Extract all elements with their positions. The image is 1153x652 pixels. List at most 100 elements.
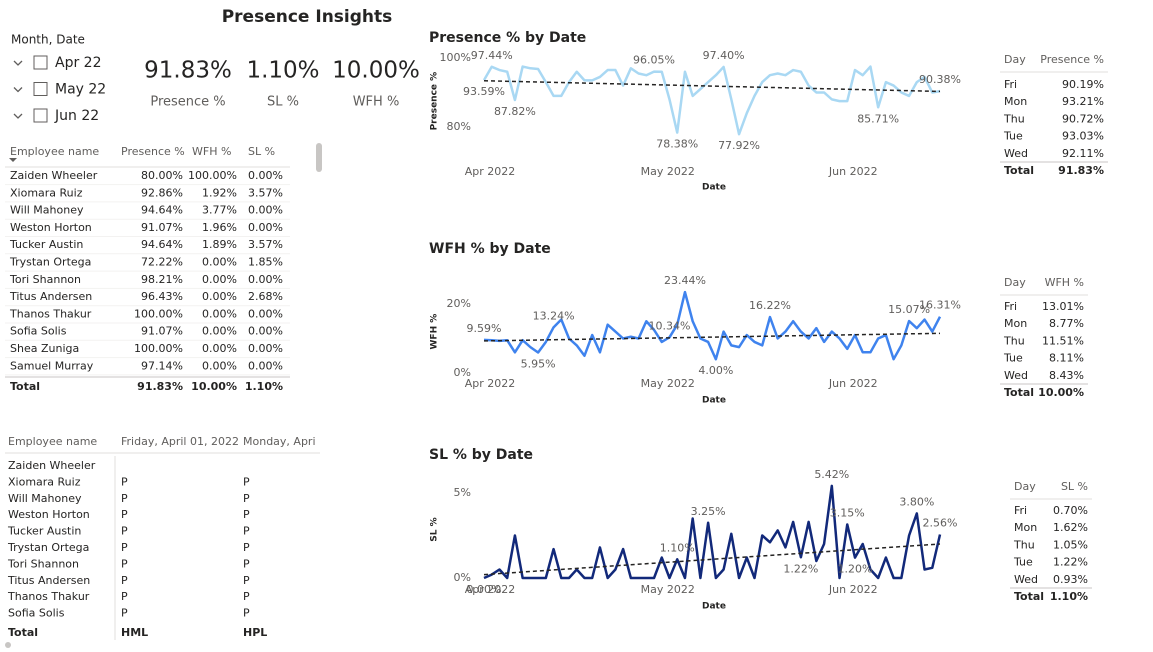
y-axis-title: Presence %	[430, 72, 440, 131]
trend-line	[483, 543, 941, 576]
table-cell: 0.00%	[248, 359, 283, 372]
checkbox[interactable]	[33, 55, 48, 70]
table-cell: 1.96%	[202, 221, 237, 234]
y-tick-label: 100%	[440, 51, 471, 64]
checkbox[interactable]	[33, 82, 48, 96]
x-tick-label: Apr 2022	[465, 377, 516, 390]
day-cell: Tue	[1003, 352, 1023, 365]
kpi-label: Presence %	[150, 95, 225, 110]
day-cell: Fri	[1014, 504, 1027, 517]
chart-title: SL % by Date	[429, 447, 533, 463]
day-cell: 8.43%	[1049, 369, 1084, 382]
table-cell: 3.57%	[248, 186, 283, 199]
data-label: 77.92%	[718, 139, 760, 152]
day-cell: 90.19%	[1062, 78, 1104, 91]
matrix-cell: Xiomara Ruiz	[8, 475, 81, 488]
table-cell: 100.00%	[134, 342, 183, 355]
x-axis-title: Date	[702, 183, 726, 193]
table-cell: 94.64%	[141, 204, 183, 217]
table-cell: 0.00%	[202, 256, 237, 269]
y-axis-title: WFH %	[430, 314, 440, 350]
table-cell: 0.00%	[248, 169, 283, 182]
kpi-label: SL %	[267, 95, 299, 110]
kpi-value: 10.00%	[332, 58, 420, 84]
kpi-value: 1.10%	[246, 58, 319, 84]
scroll-dot[interactable]	[5, 642, 11, 648]
matrix-header: Friday, April 01, 2022	[121, 435, 239, 448]
table-cell: Tori Shannon	[9, 273, 81, 286]
table-cell: 0.00%	[248, 325, 283, 338]
matrix-header: Employee name	[8, 435, 97, 448]
table-cell: 80.00%	[141, 169, 183, 182]
matrix-cell: Sofia Solis	[8, 607, 65, 620]
matrix-cell: Thanos Thakur	[7, 590, 90, 603]
data-label: 5.42%	[814, 468, 849, 481]
chevron[interactable]	[13, 87, 23, 93]
table-cell: 0.00%	[248, 221, 283, 234]
day-total: Total	[1014, 590, 1044, 603]
table-total: Total	[10, 380, 40, 393]
table-header: Presence %	[121, 145, 185, 158]
data-label: 90.38%	[919, 73, 961, 86]
matrix-total: HPL	[243, 626, 267, 639]
matrix-cell: P	[243, 492, 250, 505]
table-cell: Samuel Murray	[10, 359, 94, 372]
table-cell: 1.92%	[202, 186, 237, 199]
data-label: 2.56%	[923, 516, 958, 529]
data-label: 0.00%	[467, 583, 502, 596]
table-cell: 100.00%	[134, 307, 183, 320]
x-tick-label: Apr 2022	[465, 583, 516, 596]
day-total: Total	[1004, 386, 1034, 399]
sort-arrow	[9, 158, 17, 162]
data-label: 23.44%	[664, 274, 706, 287]
scrollbar[interactable]	[316, 143, 322, 172]
data-label: 96.05%	[633, 54, 675, 67]
table-total: 1.10%	[245, 380, 283, 393]
matrix-header: Monday, Apri	[243, 435, 316, 448]
slicer-item: Jun 22	[54, 108, 99, 124]
y-tick-label: 0%	[454, 366, 471, 379]
chevron[interactable]	[13, 60, 23, 66]
table-cell: Zaiden Wheeler	[10, 169, 98, 182]
matrix-cell: P	[243, 525, 250, 538]
table-cell: 0.00%	[248, 307, 283, 320]
table-cell: Weston Horton	[10, 221, 92, 234]
data-label: 10.34%	[649, 319, 691, 332]
matrix-cell: Titus Andersen	[7, 574, 90, 587]
data-label: 1.20%	[838, 563, 873, 576]
day-header: Presence %	[1040, 53, 1104, 66]
x-axis-title: Date	[702, 602, 726, 612]
y-tick-label: 20%	[447, 297, 471, 310]
y-axis-title: SL %	[430, 517, 440, 541]
data-label: 1.22%	[783, 562, 818, 575]
checkbox[interactable]	[33, 108, 48, 123]
day-cell: 1.62%	[1053, 521, 1088, 534]
matrix-cell: Tucker Austin	[7, 525, 81, 538]
table-cell: 2.68%	[248, 290, 283, 303]
matrix-cell: P	[243, 574, 250, 587]
table-cell: 0.00%	[248, 273, 283, 286]
matrix-cell: P	[121, 590, 128, 603]
matrix-cell: P	[243, 557, 250, 570]
table-header: SL %	[248, 145, 275, 158]
data-label: 13.24%	[533, 309, 575, 322]
x-tick-label: Jun 2022	[828, 165, 878, 178]
chevron[interactable]	[13, 113, 23, 119]
matrix-cell: P	[243, 508, 250, 521]
table-cell: Trystan Ortega	[9, 256, 91, 269]
day-header: Day	[1004, 276, 1026, 289]
table-cell: 0.00%	[248, 342, 283, 355]
data-label: 3.80%	[899, 495, 934, 508]
matrix-cell: P	[121, 574, 128, 587]
table-cell: 72.22%	[141, 256, 183, 269]
slicer-item: Apr 22	[55, 55, 101, 71]
y-tick-label: 80%	[447, 120, 471, 133]
data-line	[483, 290, 942, 361]
slicer-title: Month, Date	[11, 33, 85, 47]
table-cell: 0.00%	[248, 204, 283, 217]
data-label: 97.40%	[703, 49, 745, 62]
table-cell: 0.00%	[202, 273, 237, 286]
table-cell: Titus Andersen	[9, 290, 92, 303]
day-total: 91.83%	[1058, 164, 1104, 177]
